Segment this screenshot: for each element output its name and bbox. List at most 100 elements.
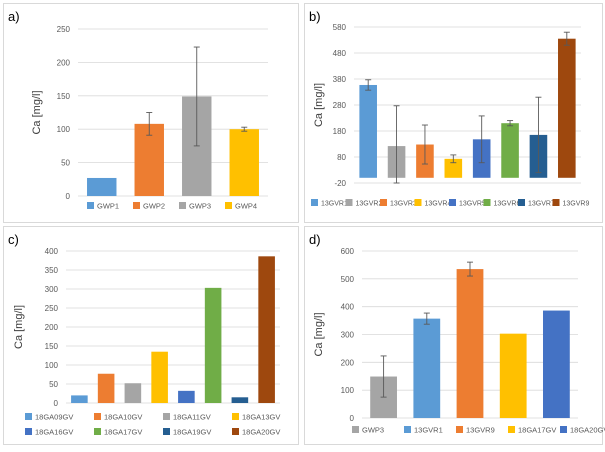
panel-label: d) [309,232,321,247]
legend-swatch [380,199,387,206]
bar-18ga10gv [98,374,115,403]
y-tick-label: 100 [341,386,355,395]
legend-swatch [449,199,456,206]
y-tick-label: 280 [333,101,347,110]
panel-label: c) [8,232,19,247]
legend-label-18ga17gv: 18GA17GV [518,426,556,435]
y-tick-label: 300 [341,331,355,340]
y-axis-title: Ca [mg/l] [31,90,43,134]
y-tick-label: 580 [333,23,347,32]
legend-swatch [560,426,567,433]
legend-label-13gvr5: 13GVR5 [459,201,486,208]
panel-label: a) [8,9,20,24]
legend-label-18ga10gv: 18GA10GV [104,413,142,422]
legend-label-18ga20gv: 18GA20GV [242,428,280,437]
bar-18ga09gv [71,395,88,403]
y-tick-label: 0 [350,414,355,423]
legend-label-18ga17gv: 18GA17GV [104,428,142,437]
y-tick-label: 200 [45,323,59,332]
legend-label-13gvr4: 13GVR4 [425,201,452,208]
y-tick-label: 150 [57,92,71,101]
bar-13gvr1 [413,319,440,418]
legend-swatch [94,413,101,420]
bar-18ga20gv [258,256,275,403]
y-tick-label: 600 [341,247,355,256]
legend-swatch [232,413,239,420]
y-tick-label: 180 [333,127,347,136]
legend-label-gwp3: GWP3 [189,202,211,211]
legend-swatch [163,413,170,420]
y-tick-label: 0 [66,192,71,201]
y-tick-label: 50 [61,159,70,168]
legend-swatch [163,428,170,435]
legend-swatch [311,199,318,206]
bar-18ga16gv [178,391,195,403]
y-tick-label: 80 [337,153,346,162]
legend-label-13gvr9: 13GVR9 [563,201,590,208]
legend-label-13gvr9: 13GVR9 [466,426,495,435]
panel-label: b) [309,9,321,24]
bar-13gvr6 [501,123,519,178]
legend-swatch [484,199,491,206]
legend-swatch [415,199,422,206]
legend-label-18ga20gv: 18GA20GV [570,426,605,435]
legend-swatch [94,428,101,435]
legend-label-18ga13gv: 18GA13GV [242,413,280,422]
y-tick-label: 300 [45,285,59,294]
y-tick-label: 200 [57,58,71,67]
legend-swatch [352,426,359,433]
y-tick-label: 350 [45,266,59,275]
legend-label-13gvr7: 13GVR7 [528,201,555,208]
legend-swatch [508,426,515,433]
panel-frame [305,4,603,223]
y-tick-label: 400 [341,303,355,312]
y-axis-title: Ca [mg/l] [13,305,25,349]
bar-18ga17gv [205,288,222,403]
y-tick-label: 480 [333,49,347,58]
y-tick-label: -20 [334,179,346,188]
y-tick-label: 250 [45,304,59,313]
bar-gwp4 [230,129,259,196]
legend-swatch [456,426,463,433]
y-tick-label: 0 [54,399,59,408]
legend-label-18ga19gv: 18GA19GV [173,428,211,437]
bar-13gvr9 [558,39,576,178]
legend-label-gwp2: GWP2 [143,202,165,211]
legend-label-18ga16gv: 18GA16GV [35,428,73,437]
legend-swatch [87,202,94,209]
bar-18ga13gv [151,352,168,403]
bar-18ga11gv [125,383,142,403]
legend-label-13gvr1: 13GVR1 [321,201,348,208]
bar-gwp1 [87,178,116,196]
bar-13gvr9 [457,269,484,418]
legend-label-gwp4: GWP4 [235,202,257,211]
y-tick-label: 250 [57,25,71,34]
y-tick-label: 50 [49,380,58,389]
legend-label-18ga09gv: 18GA09GV [35,413,73,422]
bar-18ga19gv [232,397,249,403]
legend-label-13gvr2: 13GVR2 [356,201,383,208]
y-tick-label: 380 [333,75,347,84]
y-tick-label: 400 [45,247,59,256]
y-tick-label: 150 [45,342,59,351]
y-tick-label: 100 [57,125,71,134]
y-axis-title: Ca [mg/l] [313,312,325,356]
bar-13gvr1 [359,85,377,178]
chart-panel-2: -20 80 180 280 380 480 580 Ca [mg/l] b) 13GVR1 13G… [305,4,603,223]
y-axis-title: Ca [mg/l] [313,83,325,127]
legend-swatch [179,202,186,209]
legend-swatch [25,428,32,435]
bar-18ga20gv [543,311,570,418]
legend-swatch [25,413,32,420]
legend-label-13gvr6: 13GVR6 [494,201,521,208]
y-tick-label: 100 [45,361,59,370]
legend-swatch [404,426,411,433]
legend-swatch [133,202,140,209]
legend-swatch [346,199,353,206]
legend-label-18ga11gv: 18GA11GV [173,413,211,422]
legend-swatch [553,199,560,206]
legend-swatch [518,199,525,206]
